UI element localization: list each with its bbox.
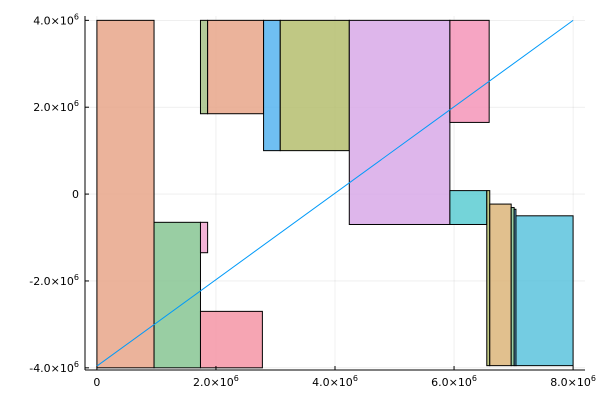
x-tick-label: 0 <box>93 376 100 389</box>
rectangles <box>96 19 574 369</box>
x-tick-label: 2.0×106 <box>193 374 239 389</box>
x-tick-label: 8.0×106 <box>550 374 596 389</box>
y-tick-label: 0 <box>72 188 79 201</box>
rectangle <box>515 215 574 367</box>
x-tick-label: 6.0×106 <box>431 374 477 389</box>
rectangle <box>153 221 201 369</box>
x-tick-labels: 0 2.0×106 4.0×106 6.0×106 8.0×106 <box>93 374 596 389</box>
rectangle <box>489 203 512 367</box>
rectangle <box>348 19 451 225</box>
rectangle <box>449 19 490 123</box>
y-tick-label: -2.0×106 <box>29 273 79 288</box>
y-tick-label: 2.0×106 <box>33 99 79 114</box>
rectangle <box>199 221 209 254</box>
rectangle <box>96 19 155 369</box>
x-tick-label: 4.0×106 <box>312 374 358 389</box>
rectangle <box>207 19 265 115</box>
rectangle <box>263 19 281 152</box>
rectangle <box>199 19 209 115</box>
series-line <box>96 19 574 367</box>
y-tick-label: -4.0×106 <box>29 360 79 375</box>
rectangle <box>449 190 488 225</box>
rectangle <box>279 19 350 152</box>
axes <box>84 16 585 371</box>
y-tick-label: 4.0×106 <box>33 12 79 27</box>
y-tick-labels: -4.0×106 -2.0×106 0 2.0×106 4.0×106 <box>29 12 79 374</box>
series-lines <box>96 19 574 367</box>
rectangle <box>199 310 263 369</box>
